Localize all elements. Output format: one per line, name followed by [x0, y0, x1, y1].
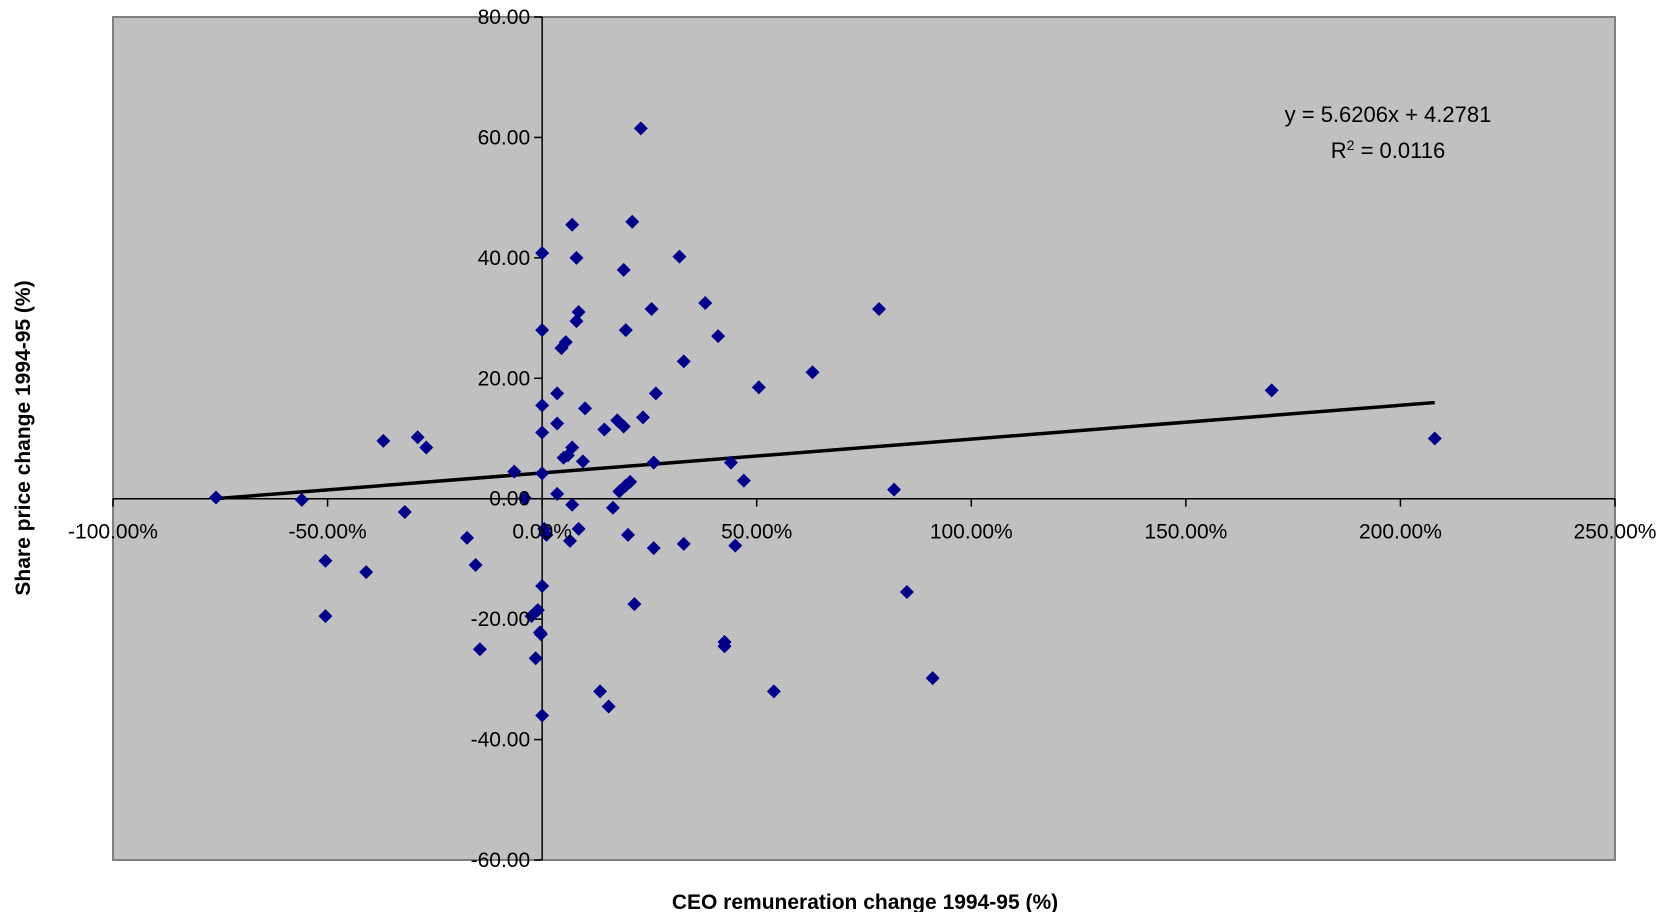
- data-point: [736, 473, 751, 488]
- data-point: [550, 416, 565, 431]
- data-point: [318, 553, 333, 568]
- data-point: [620, 527, 635, 542]
- data-point: [766, 684, 781, 699]
- data-point: [717, 635, 732, 650]
- data-point: [571, 305, 586, 320]
- data-point: [535, 246, 550, 261]
- data-point: [460, 530, 475, 545]
- data-point: [535, 323, 550, 338]
- trendline-group: [215, 400, 1435, 501]
- data-point: [805, 365, 820, 380]
- data-point: [550, 486, 565, 501]
- data-point: [1264, 383, 1279, 398]
- data-point: [633, 121, 648, 136]
- r-squared-label: R2 = 0.0116: [1331, 137, 1445, 163]
- data-point: [618, 323, 633, 338]
- x-tick-label: 100.00%: [930, 521, 1013, 544]
- trendline-equation: y = 5.6206x + 4.2781: [1285, 102, 1492, 127]
- x-tick-label: 150.00%: [1144, 521, 1227, 544]
- y-tick-label: 40.00: [478, 247, 531, 270]
- data-point: [468, 557, 483, 572]
- data-point: [507, 464, 522, 479]
- x-tick-label: 250.00%: [1574, 521, 1657, 544]
- data-point: [539, 527, 554, 542]
- data-point: [723, 455, 738, 470]
- data-point: [593, 684, 608, 699]
- data-point: [359, 565, 374, 580]
- data-point: [676, 536, 691, 551]
- data-point: [571, 521, 586, 536]
- data-point: [535, 398, 550, 413]
- x-tick-label: 0.00%: [512, 521, 572, 544]
- y-tick-label: -40.00: [471, 729, 531, 752]
- data-point: [925, 671, 940, 686]
- data-point: [672, 249, 687, 264]
- data-point: [410, 430, 425, 445]
- data-point: [646, 455, 661, 470]
- data-points: [208, 121, 1442, 723]
- trendline: [215, 400, 1435, 501]
- data-point: [565, 497, 580, 512]
- x-tick-label: -50.00%: [288, 521, 366, 544]
- data-point: [535, 579, 550, 594]
- data-point: [517, 491, 532, 506]
- data-point: [530, 603, 545, 618]
- data-point: [648, 386, 663, 401]
- y-tick-label: 60.00: [478, 126, 531, 149]
- data-point: [535, 466, 550, 481]
- data-point: [646, 541, 661, 556]
- x-axis-title: CEO remuneration change 1994-95 (%): [672, 891, 1058, 912]
- data-point: [535, 425, 550, 440]
- data-point: [472, 642, 487, 657]
- data-point: [899, 585, 914, 600]
- y-tick-label: 0.00: [489, 488, 530, 511]
- y-tick-label: 80.00: [478, 6, 531, 29]
- data-point: [623, 474, 638, 489]
- data-point: [627, 597, 642, 612]
- y-tick-label: 20.00: [478, 367, 531, 390]
- data-point: [597, 422, 612, 437]
- data-point: [578, 401, 593, 416]
- tick-labels: -60.00 -40.00 -20.00 0.00 20.00 40.00 60.00 80.…: [68, 6, 1656, 872]
- data-point: [601, 699, 616, 714]
- data-point: [565, 217, 580, 232]
- data-point: [294, 492, 309, 507]
- data-point: [565, 440, 580, 455]
- y-tick-label: -60.00: [471, 849, 531, 872]
- data-point: [376, 433, 391, 448]
- y-axis-title: Share price change 1994-95 (%): [12, 280, 35, 595]
- data-point: [528, 651, 543, 666]
- data-point: [751, 380, 766, 395]
- data-point: [676, 354, 691, 369]
- data-point: [535, 708, 550, 723]
- data-point: [419, 440, 434, 455]
- data-point: [625, 214, 640, 229]
- data-point: [208, 490, 223, 505]
- data-point: [558, 335, 573, 350]
- data-point: [644, 302, 659, 317]
- data-point: [711, 329, 726, 344]
- x-tick-label: 50.00%: [721, 521, 792, 544]
- x-tick-label: 200.00%: [1359, 521, 1442, 544]
- data-point: [533, 627, 548, 642]
- data-point: [397, 504, 412, 519]
- data-point: [550, 386, 565, 401]
- data-point: [1427, 431, 1442, 446]
- data-point: [575, 454, 590, 469]
- x-tick-label: -100.00%: [68, 521, 158, 544]
- data-point: [318, 609, 333, 624]
- data-point: [728, 538, 743, 553]
- data-point: [635, 410, 650, 425]
- y-tick-label: -20.00: [471, 608, 531, 631]
- data-point: [616, 262, 631, 277]
- data-point: [887, 482, 902, 497]
- data-point: [563, 533, 578, 548]
- data-point: [616, 419, 631, 434]
- data-point: [569, 250, 584, 265]
- plot-area: [112, 16, 1616, 861]
- data-point: [698, 296, 713, 311]
- data-point: [872, 302, 887, 317]
- data-point: [605, 500, 620, 515]
